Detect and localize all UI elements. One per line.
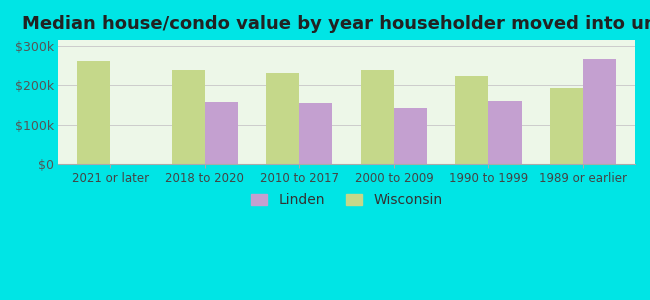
- Bar: [550, 88, 583, 164]
- Bar: [394, 108, 427, 164]
- Bar: [266, 73, 300, 164]
- Legend: Linden, Wisconsin: Linden, Wisconsin: [245, 188, 448, 213]
- Bar: [456, 76, 488, 164]
- Bar: [205, 102, 238, 164]
- Bar: [361, 70, 394, 164]
- Bar: [488, 101, 521, 164]
- Bar: [172, 70, 205, 164]
- Bar: [300, 103, 332, 164]
- Title: Median house/condo value by year householder moved into unit: Median house/condo value by year househo…: [22, 15, 650, 33]
- Bar: [583, 58, 616, 164]
- Bar: [77, 61, 110, 164]
